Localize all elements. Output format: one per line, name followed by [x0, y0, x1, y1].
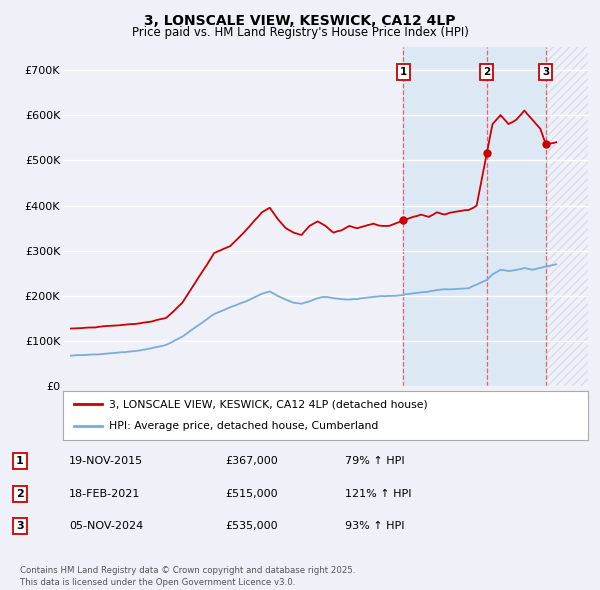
Text: £535,000: £535,000 [225, 522, 278, 531]
Text: 19-NOV-2015: 19-NOV-2015 [69, 457, 143, 466]
Text: 3: 3 [542, 67, 550, 77]
Text: Contains HM Land Registry data © Crown copyright and database right 2025.
This d: Contains HM Land Registry data © Crown c… [20, 566, 355, 587]
Text: £367,000: £367,000 [225, 457, 278, 466]
Text: 1: 1 [16, 457, 23, 466]
Text: Price paid vs. HM Land Registry's House Price Index (HPI): Price paid vs. HM Land Registry's House … [131, 26, 469, 39]
Text: 3: 3 [16, 522, 23, 531]
Text: 3, LONSCALE VIEW, KESWICK, CA12 4LP (detached house): 3, LONSCALE VIEW, KESWICK, CA12 4LP (det… [109, 399, 428, 409]
Text: 2: 2 [16, 489, 23, 499]
Bar [546, 47, 588, 386]
Text: HPI: Average price, detached house, Cumberland: HPI: Average price, detached house, Cumb… [109, 421, 379, 431]
Text: 05-NOV-2024: 05-NOV-2024 [69, 522, 143, 531]
Text: 1: 1 [400, 67, 407, 77]
Text: 2: 2 [483, 67, 490, 77]
Text: £515,000: £515,000 [225, 489, 278, 499]
Text: 93% ↑ HPI: 93% ↑ HPI [345, 522, 404, 531]
Text: 3, LONSCALE VIEW, KESWICK, CA12 4LP: 3, LONSCALE VIEW, KESWICK, CA12 4LP [144, 14, 456, 28]
Text: 121% ↑ HPI: 121% ↑ HPI [345, 489, 412, 499]
Bar [403, 47, 546, 386]
Text: 79% ↑ HPI: 79% ↑ HPI [345, 457, 404, 466]
Text: 18-FEB-2021: 18-FEB-2021 [69, 489, 140, 499]
